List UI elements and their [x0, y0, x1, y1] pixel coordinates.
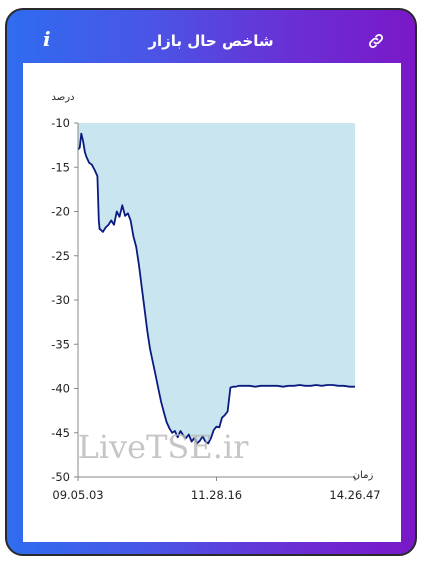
y-tick-label: -30: [51, 293, 70, 307]
y-tick-label: -45: [51, 426, 70, 440]
x-tick-label: 09.05.03: [52, 488, 103, 502]
x-axis-title: زمان: [353, 470, 374, 481]
chart-series-line: [77, 132, 355, 445]
link-icon[interactable]: [367, 32, 385, 50]
x-tick-label: 14.26.47: [329, 488, 380, 502]
chart-panel: LiveTSE.ir -10 -15 -20 -25 -30 -35 -40 -45 -50 0…: [23, 63, 401, 542]
y-tick-label: -40: [51, 382, 70, 396]
y-tick-label: -35: [51, 337, 70, 351]
x-tick-label: 11.28.16: [191, 488, 242, 502]
y-tick-label: -10: [51, 116, 70, 130]
market-chart: LiveTSE.ir -10 -15 -20 -25 -30 -35 -40 -45 -50 0…: [51, 92, 380, 502]
y-tick-label: -20: [51, 205, 70, 219]
y-tick-label: -50: [51, 470, 70, 484]
card-title: شاخص حال بازار: [148, 32, 274, 50]
info-icon[interactable]: i: [43, 27, 51, 51]
market-index-card: i شاخص حال بازار LiveTSE.ir -10 -15 -20 -25…: [5, 8, 417, 556]
watermark-text: LiveTSE.ir: [78, 428, 250, 466]
y-tick-label: -15: [51, 160, 70, 174]
y-axis-title: درصد: [51, 92, 74, 103]
chart-area-fill: [78, 123, 355, 444]
card-header: i شاخص حال بازار: [7, 10, 415, 62]
y-tick-label: -25: [51, 249, 70, 263]
